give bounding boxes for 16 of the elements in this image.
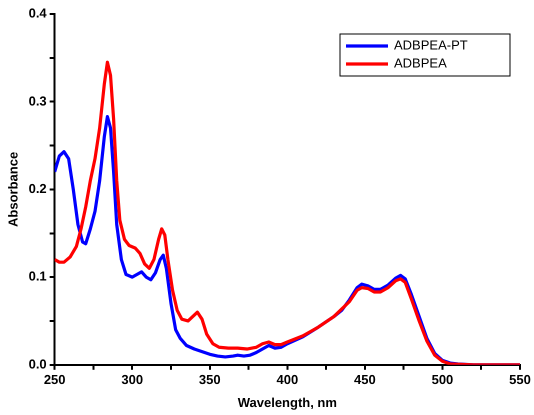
legend-label: ADBPEA-PT bbox=[394, 38, 468, 53]
x-tick-label: 450 bbox=[354, 372, 376, 388]
y-tick-label: 0.3 bbox=[28, 93, 47, 108]
y-axis-title: Absorbance bbox=[5, 152, 20, 227]
y-tick-label: 0.1 bbox=[28, 268, 47, 284]
x-tick-label: 400 bbox=[276, 372, 298, 388]
x-axis-title: Wavelength, nm bbox=[238, 394, 337, 410]
y-tick-label: 0.4 bbox=[28, 6, 48, 21]
legend-label: ADBPEA bbox=[394, 56, 448, 71]
x-tick-label: 500 bbox=[432, 372, 454, 388]
x-tick-label: 550 bbox=[509, 372, 531, 388]
y-tick-label: 0.0 bbox=[28, 356, 47, 372]
x-tick-label: 250 bbox=[44, 372, 66, 388]
x-tick-label: 350 bbox=[198, 372, 221, 388]
x-tick-label: 300 bbox=[121, 372, 144, 388]
y-tick-label: 0.2 bbox=[28, 180, 47, 196]
